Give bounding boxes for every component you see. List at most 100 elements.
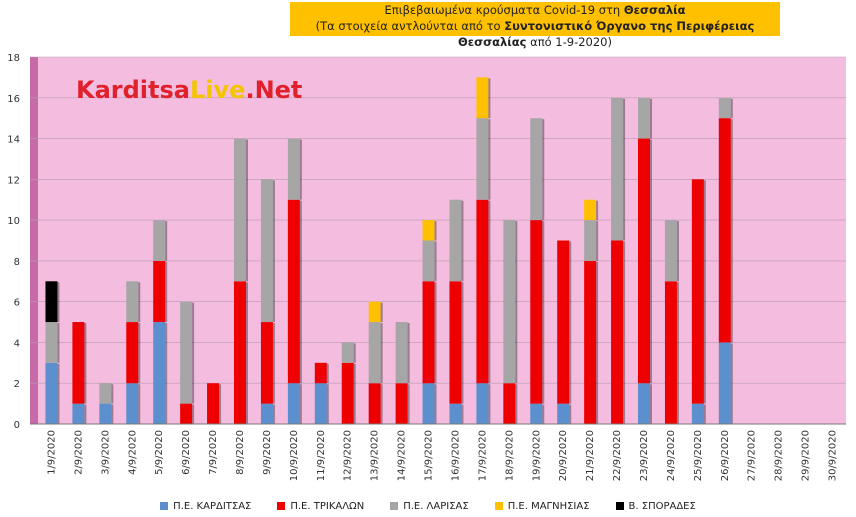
x-tick-label: 2/9/2020	[73, 430, 84, 475]
bar-segment-π-ε-λαρισας	[368, 322, 381, 384]
watermark-part-1: Karditsa	[76, 76, 190, 104]
x-tick-label: 1/9/2020	[46, 430, 57, 475]
bar-segment-π-ε-καρδιτσας	[476, 383, 489, 424]
bar-segment-shade	[703, 404, 706, 424]
bar-segment-shade	[111, 384, 114, 404]
x-tick-label: 29/9/2020	[801, 430, 812, 481]
legend-swatch	[615, 502, 624, 510]
x-tick-label: 7/9/2020	[208, 430, 219, 475]
bar-segment-shade	[57, 282, 60, 323]
bar-segment-π-ε-λαρισας	[153, 220, 166, 261]
bar-segment-shade	[165, 261, 168, 323]
x-tick-label: 23/9/2020	[639, 430, 650, 481]
x-tick-label: 9/9/2020	[262, 430, 273, 475]
x-tick-label: 14/9/2020	[397, 430, 408, 481]
bar-segment-π-ε-τρικαλων	[368, 383, 381, 424]
bar-segment-π-ε-λαρισας	[584, 220, 597, 261]
x-tick-label: 15/9/2020	[424, 430, 435, 481]
bar-segment-shade	[246, 282, 248, 424]
x-tick-label: 16/9/2020	[450, 430, 461, 481]
bar-segment-π-ε-καρδιτσας	[126, 383, 139, 424]
bar-segment-shade	[57, 363, 60, 424]
bar-segment-shade	[434, 221, 437, 241]
bar-segment-shade	[730, 343, 733, 424]
bar-segment-shade	[434, 241, 437, 282]
legend-label: Π.Ε. ΚΑΡΔΙΤΣΑΣ	[173, 500, 252, 512]
bar-segment-π-ε-τρικαλων	[611, 240, 624, 424]
bar-segment-shade	[57, 323, 60, 363]
bar-segment-π-ε-τρικαλων	[422, 281, 435, 384]
bar-segment-π-ε-λαρισας	[234, 138, 246, 282]
x-tick-label: 30/9/2020	[828, 430, 839, 481]
y-axis-ticks: 0 2 4 6 8 10 12 14 16 18	[7, 53, 20, 431]
bar-segment-shade	[596, 261, 599, 424]
x-tick-label: 28/9/2020	[774, 430, 785, 481]
bar-segment-π-ε-καρδιτσας	[449, 403, 462, 424]
x-tick-label: 12/9/2020	[343, 430, 354, 481]
bar-segment-π-ε-μαγνησιας	[422, 220, 435, 241]
bar-segment-shade	[434, 282, 437, 384]
bar-segment-π-ε-τρικαλων	[476, 199, 489, 384]
bar-segment-shade	[299, 139, 302, 200]
x-tick-label: 5/9/2020	[154, 430, 165, 475]
bar-segment-shade	[138, 384, 141, 424]
bar-segment-shade	[246, 139, 248, 282]
bar-segment-π-ε-τρικαλων	[126, 322, 139, 384]
bar-segment-shade	[138, 323, 141, 384]
bar-segment-π-ε-λαρισας	[341, 342, 354, 363]
bar-segment-shade	[730, 98, 733, 119]
bar-segment-shade	[461, 200, 464, 282]
bar-segment-π-ε-τρικαλων	[153, 260, 166, 323]
bar-segment-π-ε-καρδιτσας	[287, 383, 300, 424]
bar-segment-π-ε-λαρισας	[664, 220, 677, 282]
bar-segment-shade	[272, 180, 275, 323]
watermark-logo: KarditsaLive.Net	[76, 76, 302, 104]
bar-segment-π-ε-καρδιτσας	[153, 322, 166, 424]
bar-segment-π-ε-καρδιτσας	[691, 403, 704, 424]
bar-segment-shade	[488, 200, 491, 384]
legend-item: Π.Ε. ΛΑΡΙΣΑΣ	[390, 497, 469, 515]
bar-segment-π-ε-λαρισας	[395, 322, 408, 384]
bar-segment-shade	[650, 384, 652, 424]
bar-segment-shade	[407, 384, 410, 424]
bar-segment-shade	[165, 221, 168, 261]
bar-segment-π-ε-τρικαλων	[557, 240, 570, 404]
x-tick-label: 4/9/2020	[127, 430, 138, 475]
bar-segment-π-ε-μαγνησιας	[584, 199, 597, 221]
legend-label: Π.Ε. ΜΑΓΝΗΣΙΑΣ	[507, 500, 590, 512]
bar-segment-π-ε-λαρισας	[260, 179, 273, 323]
bar-segment-π-ε-τρικαλων	[72, 322, 85, 404]
legend-item: Π.Ε. ΤΡΙΚΑΛΩΝ	[277, 497, 364, 515]
plot-background	[38, 57, 846, 424]
bar-segment-π-ε-μαγνησιας	[368, 301, 381, 323]
bar-segment-shade	[488, 78, 491, 119]
bar-segment-π-ε-καρδιτσας	[530, 403, 543, 424]
bar-segment-π-ε-τρικαλων	[207, 383, 220, 424]
bar-segment-shade	[84, 323, 87, 404]
bar-segment-shade	[542, 119, 545, 221]
x-tick-label: 17/9/2020	[477, 430, 488, 481]
watermark-part-2: Live	[190, 76, 246, 104]
bar-segment-shade	[353, 363, 356, 424]
chart-title: Επιβεβαιωμένα κρούσματα Covid-19 στη Θεσ…	[290, 2, 780, 49]
y-tick-label: 10	[7, 216, 20, 227]
title-line-1-bold: Θεσσαλία	[623, 3, 686, 17]
bar-segment-shade	[676, 282, 679, 424]
bar-segment-π-ε-καρδιτσας	[314, 383, 327, 424]
bar-segment-shade	[219, 384, 222, 424]
bar-segment-π-ε-τρικαλων	[314, 362, 327, 384]
bar-segment-shade	[380, 302, 383, 323]
bar-segment-shade	[676, 221, 679, 282]
x-tick-label: 24/9/2020	[666, 430, 677, 481]
bar-segment-shade	[272, 323, 275, 404]
bar-segment-π-ε-μαγνησιας	[476, 77, 489, 119]
bar-segment-shade	[569, 404, 572, 424]
bar-segment-shade	[138, 282, 141, 323]
bar-segment-π-ε-λαρισας	[611, 97, 624, 241]
legend-swatch	[160, 502, 169, 510]
bar-segment-shade	[650, 98, 652, 139]
y-tick-label: 6	[14, 298, 20, 309]
x-tick-label: 27/9/2020	[747, 430, 758, 481]
bar-segment-shade	[111, 404, 114, 424]
